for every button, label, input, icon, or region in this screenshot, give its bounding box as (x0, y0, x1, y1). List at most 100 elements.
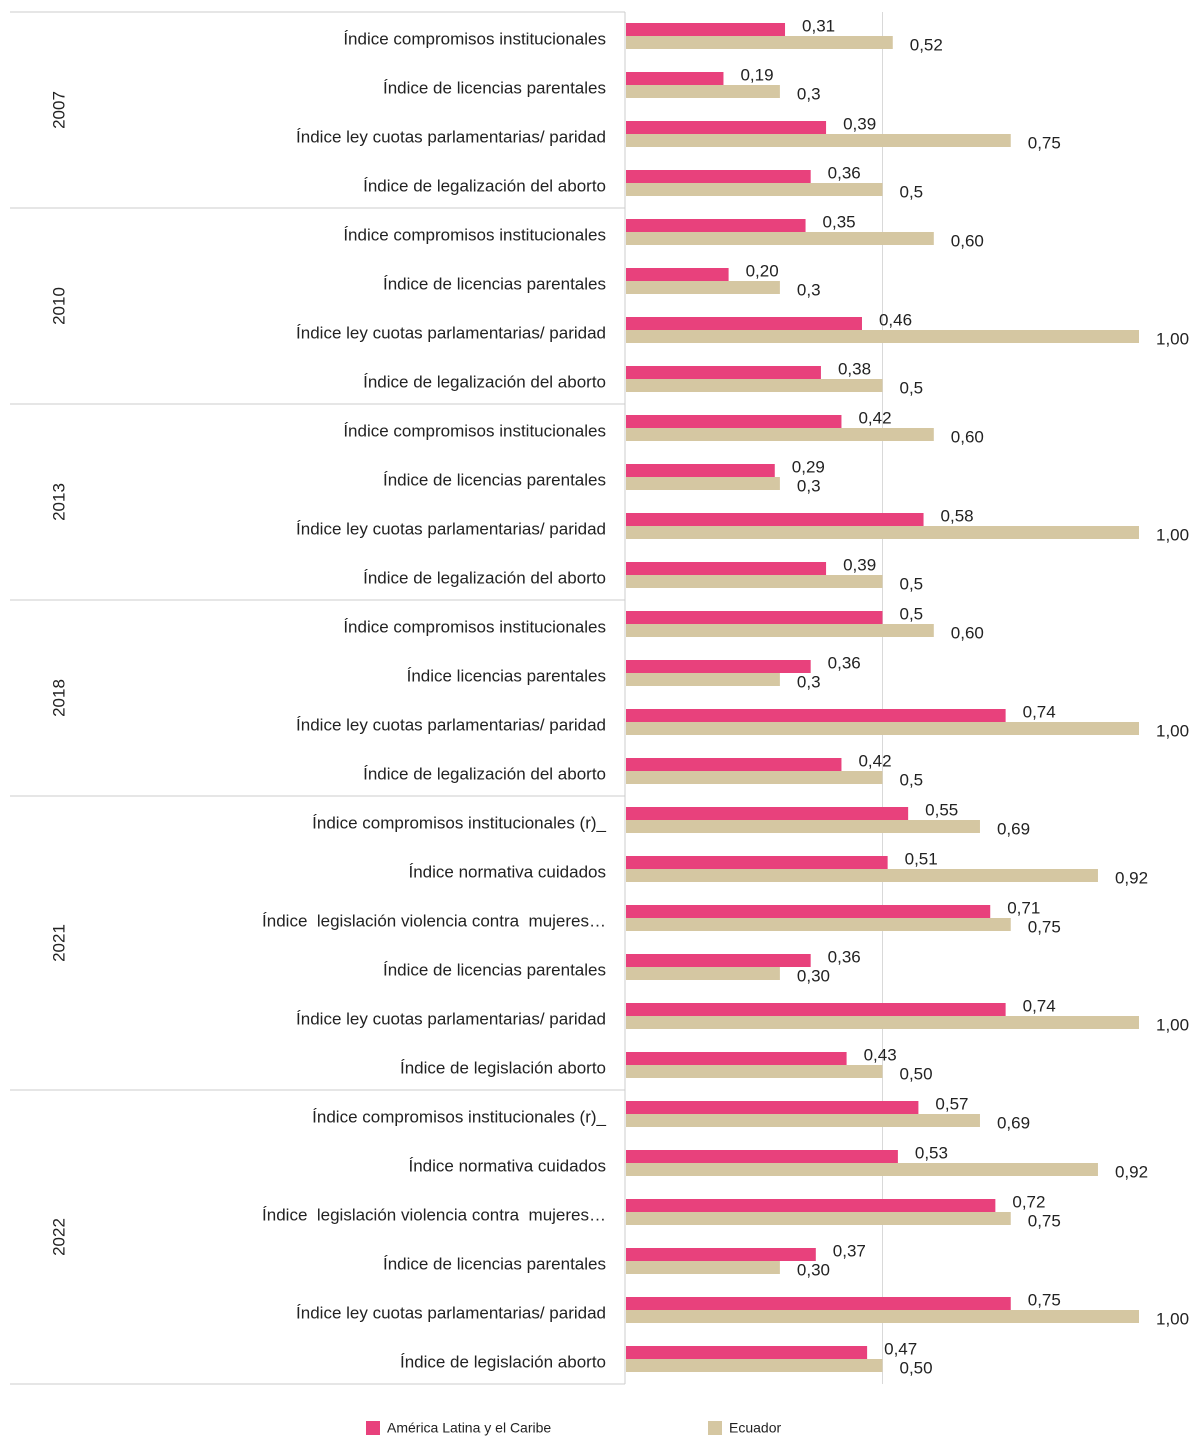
bar (626, 1052, 847, 1065)
value-label: 0,60 (951, 623, 984, 642)
bar (626, 170, 811, 183)
value-label: 0,36 (828, 947, 861, 966)
bar (626, 526, 1139, 539)
value-label: 0,3 (797, 476, 821, 495)
category-label: Índice de licencias parentales (383, 1254, 606, 1273)
bar (626, 366, 821, 379)
category-label: Índice de licencias parentales (383, 470, 606, 489)
category-label: Índice de legislación aborto (400, 1352, 606, 1371)
category-label: Índice de legalización del aborto (363, 764, 606, 783)
value-label: 0,46 (879, 310, 912, 329)
bar (626, 1248, 816, 1261)
value-label: 0,74 (1023, 996, 1056, 1015)
value-label: 0,36 (828, 163, 861, 182)
value-label: 0,53 (915, 1143, 948, 1162)
value-label: 0,51 (905, 849, 938, 868)
bar (626, 477, 780, 490)
value-label: 0,50 (900, 1064, 933, 1083)
category-label: Índice de licencias parentales (383, 274, 606, 293)
bar (626, 464, 775, 477)
category-label: Índice de legalización del aborto (363, 568, 606, 587)
bar (626, 611, 883, 624)
category-label: Índice ley cuotas parlamentarias/ parida… (296, 519, 606, 538)
value-label: 0,58 (941, 506, 974, 525)
value-label: 0,75 (1028, 1211, 1061, 1230)
bar (626, 918, 1011, 931)
bar (626, 722, 1139, 735)
value-label: 0,20 (746, 261, 779, 280)
value-label: 0,3 (797, 84, 821, 103)
bar (626, 85, 780, 98)
bar (626, 415, 842, 428)
value-label: 0,5 (900, 574, 924, 593)
bar (626, 758, 842, 771)
category-label: Índice ley cuotas parlamentarias/ parida… (296, 715, 606, 734)
group-label: 2021 (49, 924, 68, 962)
category-label: Índice ley cuotas parlamentarias/ parida… (296, 323, 606, 342)
bar (626, 1297, 1011, 1310)
legend-text: América Latina y el Caribe (387, 1420, 551, 1436)
value-label: 0,3 (797, 280, 821, 299)
category-label: Índice licencias parentales (407, 666, 606, 685)
value-label: 0,74 (1023, 702, 1056, 721)
bar (626, 36, 893, 49)
bar (626, 1199, 996, 1212)
category-label: Índice normativa cuidados (408, 1156, 606, 1175)
bar (626, 72, 724, 85)
group-label: 2013 (49, 483, 68, 521)
value-label: 0,69 (997, 819, 1030, 838)
bar (626, 1114, 980, 1127)
bar (626, 1163, 1098, 1176)
bar (626, 183, 883, 196)
category-label: Índice de licencias parentales (383, 960, 606, 979)
bar (626, 134, 1011, 147)
bar (626, 954, 811, 967)
bar (626, 1150, 898, 1163)
group-label: 2018 (49, 679, 68, 717)
bar (626, 624, 934, 637)
value-label: 0,72 (1012, 1192, 1045, 1211)
value-label: 0,75 (1028, 133, 1061, 152)
bar (626, 1003, 1006, 1016)
bar (626, 1212, 1011, 1225)
category-label: Índice de licencias parentales (383, 78, 606, 97)
category-label: Índice de legalización del aborto (363, 176, 606, 195)
value-label: 0,43 (864, 1045, 897, 1064)
category-label: Índice compromisos institucionales (r)_ (312, 1107, 606, 1126)
value-label: 0,60 (951, 427, 984, 446)
category-label: Índice compromisos institucionales (343, 29, 606, 48)
value-label: 0,47 (884, 1339, 917, 1358)
bar (626, 232, 934, 245)
category-label: Índice de legalización del aborto (363, 372, 606, 391)
bar (626, 330, 1139, 343)
value-label: 0,39 (843, 114, 876, 133)
value-label: 0,30 (797, 966, 830, 985)
value-label: 1,00 (1156, 525, 1189, 544)
value-label: 0,50 (900, 1358, 933, 1377)
group-label: 2010 (49, 287, 68, 325)
category-label: Índice compromisos institucionales (343, 617, 606, 636)
value-label: 0,5 (900, 182, 924, 201)
category-label: Índice normativa cuidados (408, 862, 606, 881)
value-label: 0,60 (951, 231, 984, 250)
bar (626, 1346, 868, 1359)
value-label: 0,19 (740, 65, 773, 84)
bar (626, 121, 827, 134)
value-label: 0,57 (935, 1094, 968, 1113)
legend-swatch (708, 1421, 722, 1435)
bar (626, 967, 780, 980)
value-label: 0,35 (823, 212, 856, 231)
bar (626, 23, 786, 36)
value-label: 0,42 (858, 408, 891, 427)
bar (626, 856, 888, 869)
bar (626, 513, 924, 526)
category-label: Índice legislación violencia contra muje… (262, 911, 606, 930)
bar (626, 709, 1006, 722)
category-label: Índice ley cuotas parlamentarias/ parida… (296, 1303, 606, 1322)
category-label: Índice compromisos institucionales (r)_ (312, 813, 606, 832)
bar (626, 869, 1098, 882)
legend-text: Ecuador (729, 1420, 781, 1436)
value-label: 0,29 (792, 457, 825, 476)
value-label: 0,36 (828, 653, 861, 672)
bar (626, 1310, 1139, 1323)
